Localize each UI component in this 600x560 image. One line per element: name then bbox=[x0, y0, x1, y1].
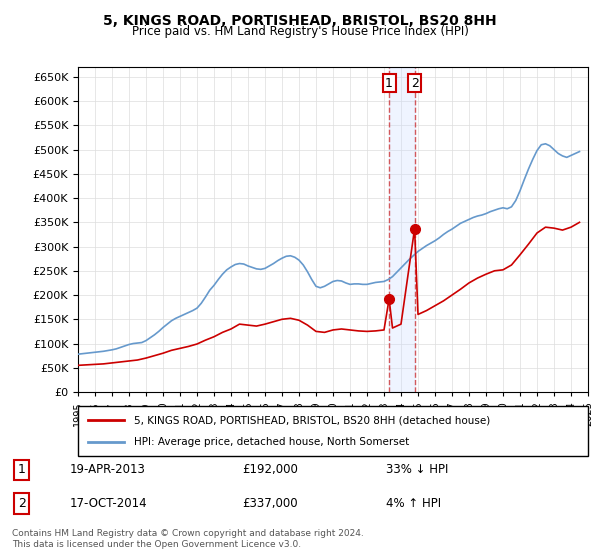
Text: 2: 2 bbox=[18, 497, 26, 510]
Text: 1: 1 bbox=[385, 77, 393, 90]
Text: HPI: Average price, detached house, North Somerset: HPI: Average price, detached house, Nort… bbox=[134, 437, 409, 447]
Text: 5, KINGS ROAD, PORTISHEAD, BRISTOL, BS20 8HH: 5, KINGS ROAD, PORTISHEAD, BRISTOL, BS20… bbox=[103, 14, 497, 28]
Bar bbox=[389, 67, 415, 392]
Text: Contains HM Land Registry data © Crown copyright and database right 2024.
This d: Contains HM Land Registry data © Crown c… bbox=[12, 529, 364, 549]
Text: 5, KINGS ROAD, PORTISHEAD, BRISTOL, BS20 8HH (detached house): 5, KINGS ROAD, PORTISHEAD, BRISTOL, BS20… bbox=[134, 415, 490, 425]
Text: 19-APR-2013: 19-APR-2013 bbox=[70, 463, 145, 477]
Text: £337,000: £337,000 bbox=[242, 497, 298, 510]
FancyBboxPatch shape bbox=[78, 406, 588, 456]
Text: 33% ↓ HPI: 33% ↓ HPI bbox=[386, 463, 449, 477]
Text: 2: 2 bbox=[410, 77, 419, 90]
Text: 17-OCT-2014: 17-OCT-2014 bbox=[70, 497, 147, 510]
Text: 1: 1 bbox=[18, 463, 26, 477]
Text: £192,000: £192,000 bbox=[242, 463, 298, 477]
Text: Price paid vs. HM Land Registry's House Price Index (HPI): Price paid vs. HM Land Registry's House … bbox=[131, 25, 469, 38]
Text: 4% ↑ HPI: 4% ↑ HPI bbox=[386, 497, 442, 510]
